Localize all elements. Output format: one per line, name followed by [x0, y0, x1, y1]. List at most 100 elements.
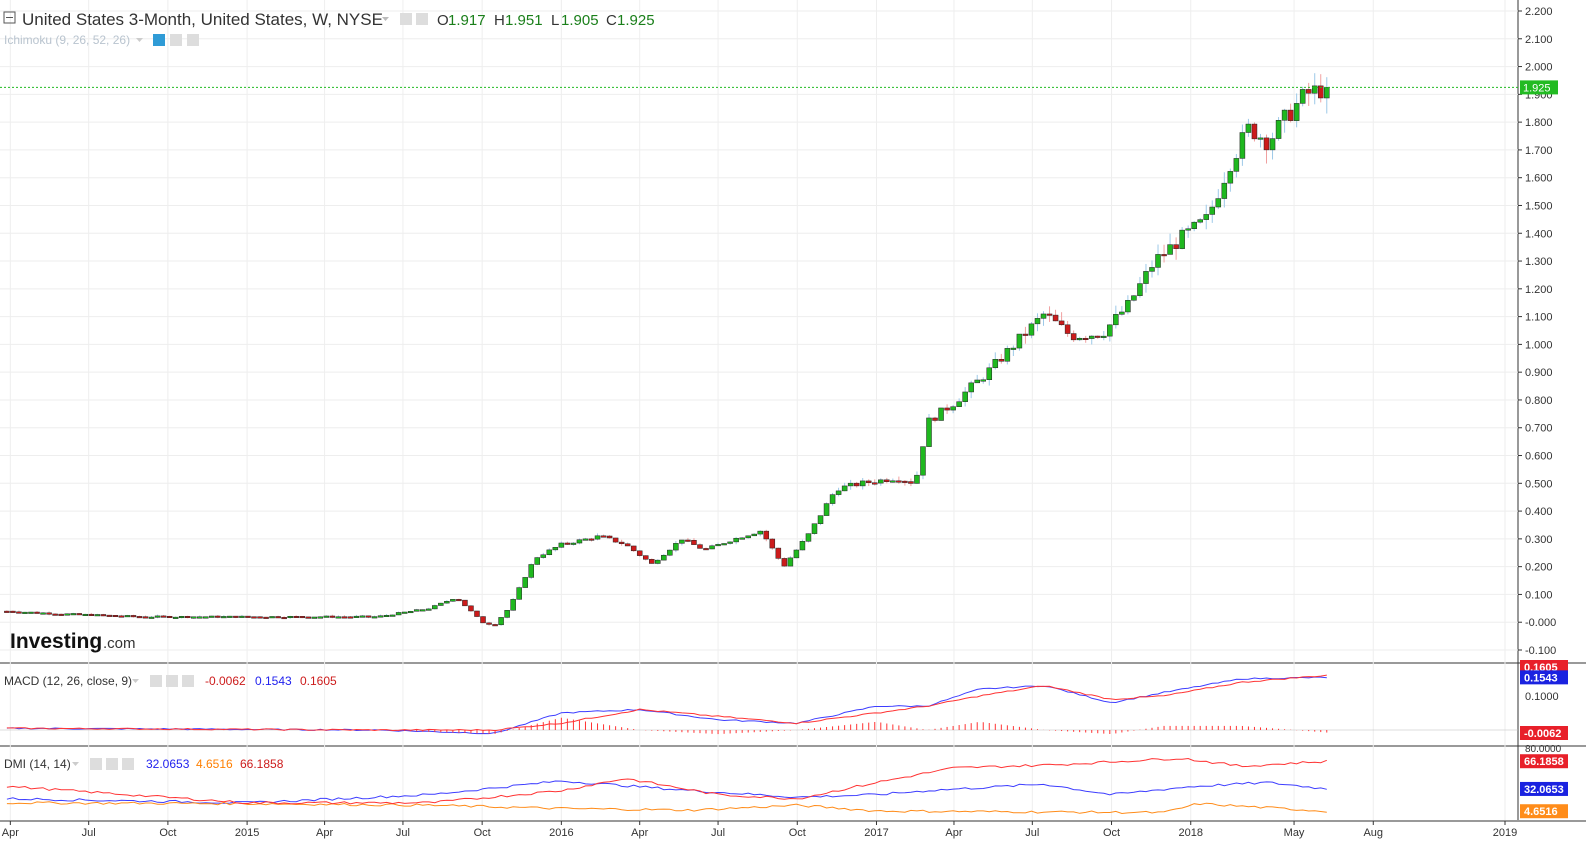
- candle-body: [618, 541, 625, 545]
- candle-body: [739, 537, 745, 540]
- y-tick-label: 1.300: [1525, 256, 1553, 268]
- candle-body: [636, 550, 643, 556]
- eye-icon[interactable]: [150, 675, 162, 687]
- eye-icon[interactable]: [400, 13, 412, 25]
- chevron-down-icon[interactable]: [382, 17, 389, 21]
- ohlc-low-label: L: [551, 12, 559, 29]
- candle-body: [1305, 89, 1312, 94]
- candle-body: [196, 616, 203, 619]
- candle-body: [359, 615, 366, 618]
- x-tick-label: Jul: [1025, 827, 1039, 839]
- candle-body: [407, 611, 414, 614]
- dmi-plus-badge-label: 32.0653: [1524, 784, 1564, 796]
- macd-signal-value: 0.1605: [300, 674, 337, 688]
- candle-body: [1119, 311, 1125, 315]
- candle-body: [1167, 244, 1173, 255]
- candle-body: [492, 624, 498, 627]
- dmi-adx-badge: [1520, 754, 1568, 769]
- candle-body: [52, 613, 58, 616]
- close-icon[interactable]: [182, 675, 194, 687]
- candle-body: [377, 615, 384, 618]
- candle-body: [28, 611, 34, 614]
- ohlc-readout: O 1.917 H 1.951 L 1.905 C 1.925: [437, 12, 655, 29]
- candle-body: [1058, 320, 1065, 326]
- y-tick-label: 0.500: [1525, 478, 1553, 490]
- candle-body: [1251, 123, 1258, 140]
- candle-body: [805, 533, 812, 542]
- close-icon[interactable]: [187, 34, 199, 46]
- macd-hist-badge-label: -0.0062: [1524, 728, 1561, 740]
- grid-lines: [0, 0, 1586, 822]
- candle-body: [456, 599, 462, 602]
- y-tick-label: 1.700: [1525, 145, 1553, 157]
- candle-body: [1149, 267, 1155, 272]
- candle-body: [781, 558, 788, 567]
- x-tick-label: Apr: [945, 827, 962, 839]
- candle-body: [709, 545, 715, 550]
- candle-body: [733, 537, 739, 543]
- candle-body: [58, 613, 64, 616]
- candle-body: [1028, 323, 1035, 336]
- x-tick-label: Jul: [396, 827, 410, 839]
- candle-body: [257, 616, 263, 619]
- candle-body: [1004, 348, 1011, 362]
- y-tick-label: 0.600: [1525, 451, 1553, 463]
- indicator-label: Ichimoku (9, 26, 52, 26): [4, 33, 130, 47]
- candle-body: [558, 542, 565, 548]
- eye-icon[interactable]: [153, 34, 165, 46]
- candle-body: [721, 543, 727, 546]
- chevron-down-icon[interactable]: [132, 679, 139, 683]
- candle-body: [1311, 85, 1318, 94]
- eye-icon[interactable]: [90, 758, 102, 770]
- candle-body: [829, 494, 836, 504]
- logo-text: Investing: [10, 630, 102, 653]
- dmi-series-di: [6, 801, 1327, 815]
- candle-body: [793, 549, 800, 559]
- ohlc-close-label: C: [606, 12, 617, 29]
- candle-body: [124, 615, 131, 618]
- y-tick-label: 1.100: [1525, 312, 1553, 324]
- chevron-down-icon[interactable]: [72, 762, 79, 766]
- candle-body: [1034, 318, 1041, 325]
- candle-body: [926, 417, 932, 447]
- candle-body: [763, 530, 770, 540]
- candle-body: [745, 535, 751, 539]
- candle-body: [365, 615, 372, 618]
- x-tick-label: Oct: [789, 827, 806, 839]
- settings-icon[interactable]: [170, 34, 182, 46]
- candle-body: [956, 401, 962, 407]
- candle-body: [582, 538, 589, 541]
- settings-icon[interactable]: [166, 675, 178, 687]
- close-icon[interactable]: [122, 758, 134, 770]
- x-tick-label: 2018: [1178, 827, 1202, 839]
- candle-body: [341, 616, 348, 619]
- dmi-series-adx: [6, 757, 1327, 805]
- candle-body: [1113, 314, 1119, 326]
- candle-body: [1052, 314, 1059, 322]
- candle-body: [938, 407, 944, 421]
- candle-body: [1203, 214, 1209, 220]
- candle-body: [1076, 337, 1083, 341]
- candle-body: [1221, 182, 1228, 199]
- candle-body: [1287, 109, 1294, 121]
- candle-body: [401, 611, 408, 614]
- candle-body: [649, 559, 655, 564]
- dmi-axis-tick: 80.0000: [1525, 744, 1562, 755]
- settings-icon[interactable]: [106, 758, 118, 770]
- last-price-badge: [1520, 80, 1558, 95]
- candle-body: [980, 379, 986, 382]
- candle-body: [932, 417, 938, 421]
- candle-body: [986, 367, 993, 380]
- dmi-label: DMI (14, 14): [4, 757, 71, 771]
- candle-body: [630, 545, 637, 552]
- price-axis: 2.2002.1002.0001.9001.8001.7001.6001.500…: [1518, 6, 1558, 657]
- collapse-icon[interactable]: [3, 11, 16, 24]
- x-tick-label: Oct: [1103, 827, 1120, 839]
- chevron-down-icon[interactable]: [136, 38, 143, 42]
- candle-body: [468, 605, 474, 612]
- ohlc-open-label: O: [437, 12, 449, 29]
- settings-icon[interactable]: [416, 13, 428, 25]
- candle-body: [22, 611, 28, 614]
- x-tick-label: 2017: [864, 827, 888, 839]
- ohlc-open-value: 1.917: [448, 12, 486, 29]
